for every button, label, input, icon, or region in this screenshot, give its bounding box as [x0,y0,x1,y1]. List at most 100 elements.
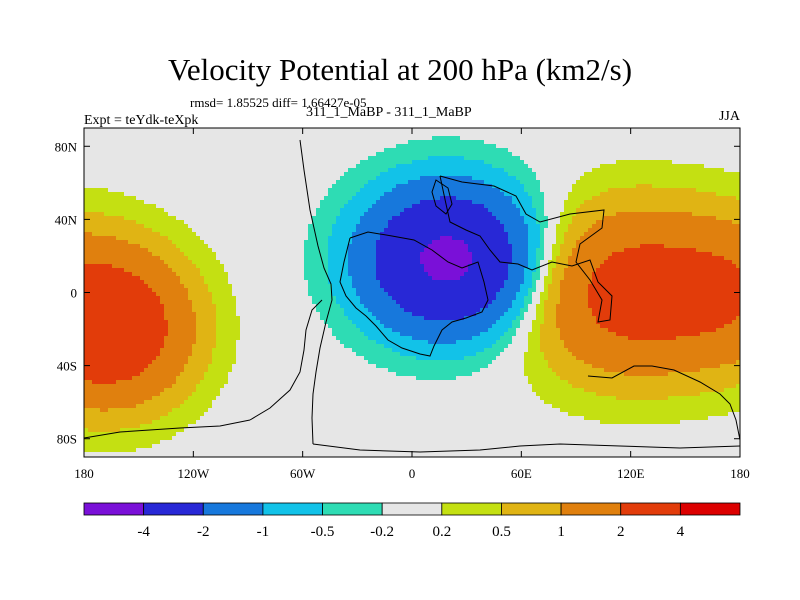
field-cell [96,140,101,145]
field-cell [388,140,393,145]
field-cell [448,212,453,217]
field-cell [704,220,709,225]
field-cell [416,188,421,193]
field-cell [464,196,469,201]
field-cell [144,196,149,201]
field-cell [676,128,681,133]
field-cell [92,160,97,165]
field-cell [176,148,181,153]
field-cell [620,132,625,137]
field-cell [416,224,421,229]
field-cell [312,212,317,217]
field-cell [360,212,365,217]
field-cell [180,224,185,229]
field-cell [388,228,393,233]
field-cell [228,136,233,141]
field-cell [292,244,297,249]
field-cell [320,180,325,185]
field-cell [236,212,241,217]
field-cell [312,180,317,185]
field-cell [492,148,497,153]
field-cell [512,164,517,169]
field-cell [480,128,485,133]
field-cell [636,212,641,217]
field-cell [392,244,397,249]
field-cell [392,196,397,201]
field-cell [180,200,185,205]
field-cell [456,176,461,181]
field-cell [588,188,593,193]
field-cell [580,136,585,141]
field-cell [468,144,473,149]
field-cell [380,132,385,137]
field-cell [372,160,377,165]
field-cell [712,208,717,213]
field-cell [712,220,717,225]
field-cell [676,232,681,237]
field-cell [136,160,141,165]
field-cell [580,140,585,145]
field-cell [564,172,569,177]
field-cell [84,180,89,185]
field-cell [136,220,141,225]
field-cell [424,160,429,165]
field-cell [620,216,625,221]
field-cell [244,204,249,209]
field-cell [472,228,477,233]
field-cell [700,152,705,157]
field-cell [176,140,181,145]
field-cell [636,184,641,189]
field-cell [136,188,141,193]
field-cell [220,152,225,157]
field-cell [256,172,261,177]
field-cell [636,140,641,145]
field-cell [668,216,673,221]
field-cell [128,220,133,225]
field-cell [348,160,353,165]
field-cell [456,236,461,241]
field-cell [652,132,657,137]
field-cell [588,228,593,233]
field-cell [240,188,245,193]
field-cell [720,196,725,201]
field-cell [728,200,733,205]
field-cell [368,140,373,145]
field-cell [204,248,209,253]
field-cell [544,216,549,221]
field-cell [412,140,417,145]
field-cell [216,148,221,153]
field-cell [312,240,317,245]
field-cell [668,156,673,161]
field-cell [196,132,201,137]
field-cell [460,148,465,153]
field-cell [528,228,533,233]
field-cell [240,156,245,161]
field-cell [212,204,217,209]
field-cell [252,216,257,221]
field-cell [660,236,665,241]
field-cell [144,156,149,161]
field-cell [616,140,621,145]
field-cell [720,200,725,205]
field-cell [124,156,129,161]
field-cell [248,232,253,237]
field-cell [624,220,629,225]
field-cell [688,228,693,233]
field-cell [716,244,721,249]
field-cell [292,224,297,229]
field-cell [228,164,233,169]
field-cell [172,244,177,249]
field-cell [672,180,677,185]
field-cell [396,204,401,209]
field-cell [372,164,377,169]
field-cell [336,132,341,137]
field-cell [356,160,361,165]
field-cell [736,176,740,181]
field-cell [732,220,737,225]
field-cell [424,216,429,221]
field-cell [500,152,505,157]
field-cell [256,236,261,241]
field-cell [228,240,233,245]
field-cell [324,240,329,245]
field-cell [232,204,237,209]
